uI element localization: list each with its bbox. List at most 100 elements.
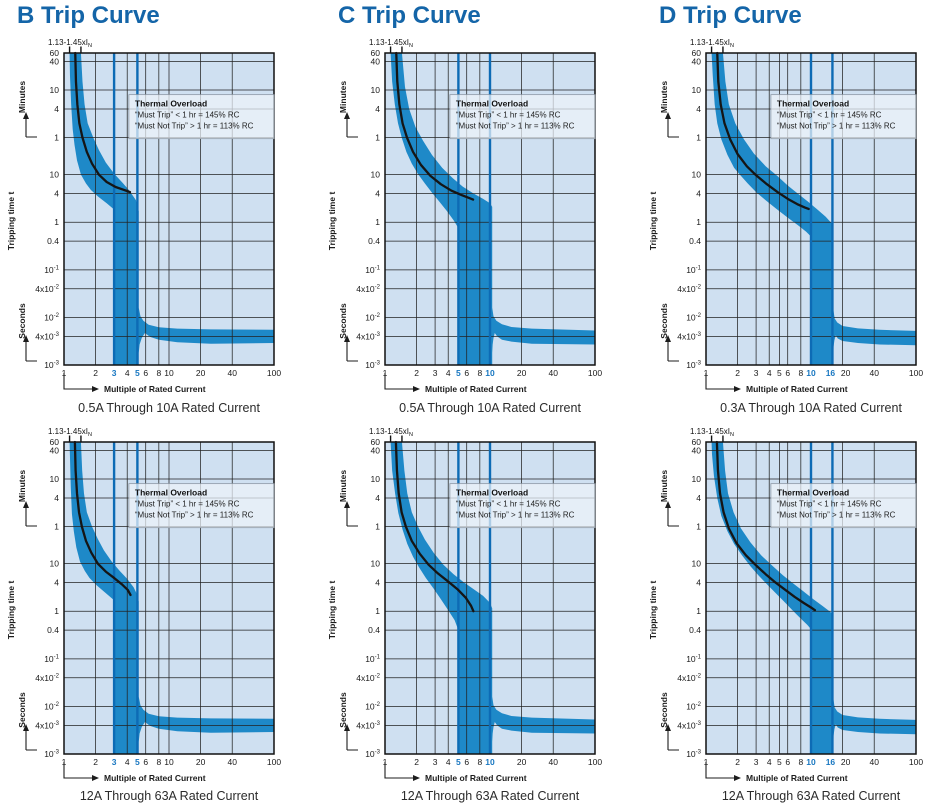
y-tick-label: 1 xyxy=(696,217,701,227)
up-arrow-icon xyxy=(344,501,350,508)
trip-chart-c-large: Thermal Overload “Must Trip” < 1 hr = 145… xyxy=(321,424,633,812)
tripping-time-axis-label: Tripping time t xyxy=(648,192,658,251)
trip-chart-b-large: Thermal Overload “Must Trip” < 1 hr = 145… xyxy=(0,424,312,812)
minutes-axis-label: Minutes xyxy=(17,81,27,113)
x-tick-label: 8 xyxy=(477,368,482,378)
x-axis-bracket xyxy=(384,373,413,390)
axis-bracket xyxy=(346,340,358,362)
x-tick-label: 4 xyxy=(125,757,130,767)
plot-border xyxy=(384,441,596,755)
x-tick-label: 2 xyxy=(414,757,419,767)
x-tick-label: 2 xyxy=(414,368,419,378)
y-tick-label: 10-1 xyxy=(365,265,380,275)
x-tick-label: 3 xyxy=(112,368,117,378)
x-tick-label: 10 xyxy=(485,757,495,767)
x-tick-label: 5 xyxy=(456,368,461,378)
y-tick-label: 4x10-2 xyxy=(356,673,380,683)
up-arrow-icon xyxy=(23,112,29,119)
x-tick-label: 10 xyxy=(485,368,495,378)
y-tick-label: 10-1 xyxy=(686,265,701,275)
up-arrow-icon xyxy=(665,724,671,731)
trip-band xyxy=(390,442,595,754)
tripping-time-axis-label: Tripping time t xyxy=(6,581,16,640)
axis-bracket xyxy=(346,729,358,751)
x-tick-label: 2 xyxy=(93,757,98,767)
up-arrow-icon xyxy=(665,112,671,119)
y-tick-label: 10-2 xyxy=(365,312,380,322)
x-tick-label: 5 xyxy=(777,368,782,378)
y-tick-label: 4x10-3 xyxy=(35,720,59,730)
y-tick-label: 1 xyxy=(696,133,701,143)
band-range-label: 1.13-1.45xIN xyxy=(369,427,413,438)
thermal-overload-line: “Must Not Trip” > 1 hr = 113% RC xyxy=(777,122,896,131)
y-tick-label: 1 xyxy=(54,606,59,616)
x-tick-label: 5 xyxy=(456,757,461,767)
x-tick-label: 3 xyxy=(754,757,759,767)
y-tick-label: 10-1 xyxy=(44,654,59,664)
x-tick-label: 6 xyxy=(464,368,469,378)
x-tick-label: 100 xyxy=(588,368,602,378)
average-trip-line xyxy=(74,51,132,194)
y-tick-label: 4 xyxy=(696,189,701,199)
y-tick-label: 4 xyxy=(54,578,59,588)
y-tick-label: 4 xyxy=(54,493,59,503)
x-tick-label: 100 xyxy=(267,368,281,378)
average-trip-line xyxy=(73,440,132,597)
minutes-axis-label: Minutes xyxy=(17,470,27,502)
axis-bracket xyxy=(25,340,37,362)
y-tick-label: 10-3 xyxy=(44,360,59,370)
y-tick-label: 60 xyxy=(371,48,381,58)
y-tick-label: 4 xyxy=(696,578,701,588)
right-arrow-icon xyxy=(92,386,99,392)
thermal-overload-box xyxy=(449,483,596,529)
y-tick-label: 10-3 xyxy=(44,749,59,759)
x-tick-label: 4 xyxy=(767,368,772,378)
right-arrow-icon xyxy=(734,775,741,781)
up-arrow-icon xyxy=(23,335,29,342)
x-tick-label: 2 xyxy=(735,757,740,767)
y-tick-label: 0.4 xyxy=(368,236,380,246)
right-arrow-icon xyxy=(413,386,420,392)
y-tick-label: 10-3 xyxy=(365,749,380,759)
axis-bracket xyxy=(667,117,679,138)
y-tick-label: 0.4 xyxy=(689,625,701,635)
thermal-overload-box xyxy=(128,483,275,529)
y-tick-label: 40 xyxy=(692,445,702,455)
y-tick-label: 4x10-2 xyxy=(677,673,701,683)
y-tick-label: 1 xyxy=(375,522,380,532)
plot-border xyxy=(63,441,275,755)
x-tick-label: 10 xyxy=(806,757,816,767)
y-tick-label: 40 xyxy=(371,445,381,455)
x-tick-label: 4 xyxy=(446,368,451,378)
thermal-overload-title: Thermal Overload xyxy=(777,99,849,109)
x-tick-label: 6 xyxy=(785,757,790,767)
axis-bracket xyxy=(346,506,358,527)
tripping-time-axis-label: Tripping time t xyxy=(6,192,16,251)
trip-curve-plot: Thermal Overload “Must Trip” < 1 hr = 145… xyxy=(648,38,923,394)
x-tick-label: 10 xyxy=(164,757,174,767)
y-tick-label: 4x10-2 xyxy=(677,284,701,294)
seconds-axis-label: Seconds xyxy=(338,303,348,339)
right-arrow-icon xyxy=(413,775,420,781)
up-arrow-icon xyxy=(665,501,671,508)
x-tick-label: 2 xyxy=(93,368,98,378)
thermal-overload-line: “Must Trip” < 1 hr = 145% RC xyxy=(777,500,882,509)
x-tick-label: 3 xyxy=(754,368,759,378)
y-tick-label: 4 xyxy=(375,493,380,503)
y-tick-label: 10-2 xyxy=(686,701,701,711)
axis-bracket xyxy=(667,729,679,751)
x-tick-label: 6 xyxy=(785,368,790,378)
minutes-axis-label: Minutes xyxy=(659,470,669,502)
trip-chart-d-large: Thermal Overload “Must Trip” < 1 hr = 145… xyxy=(642,424,939,812)
y-tick-label: 4 xyxy=(375,189,380,199)
y-tick-label: 10-3 xyxy=(686,749,701,759)
y-tick-label: 10-1 xyxy=(686,654,701,664)
band-range-label: 1.13-1.45xIN xyxy=(690,38,734,49)
seconds-axis-label: Seconds xyxy=(659,692,669,728)
y-tick-label: 10 xyxy=(692,559,702,569)
y-tick-label: 4x10-2 xyxy=(356,284,380,294)
y-tick-label: 40 xyxy=(692,56,702,66)
thermal-overload-line: “Must Not Trip” > 1 hr = 113% RC xyxy=(135,122,254,131)
x-tick-label: 8 xyxy=(156,757,161,767)
x-tick-label: 3 xyxy=(433,368,438,378)
